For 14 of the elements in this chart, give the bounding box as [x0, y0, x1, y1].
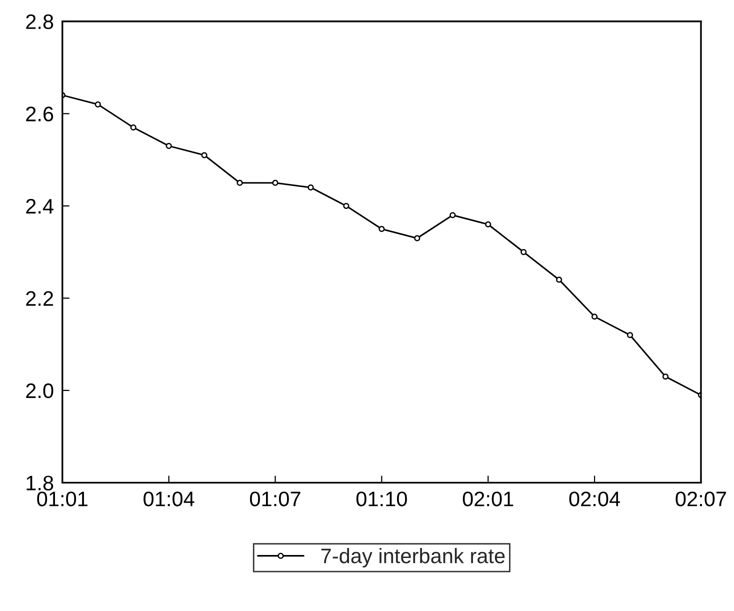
- legend-label: 7-day interbank rate: [321, 548, 505, 568]
- y-tick-label: 2.8: [26, 14, 54, 30]
- x-tick-label: 02:01: [462, 492, 514, 506]
- y-tick-label: 2.2: [26, 291, 54, 306]
- x-tick-label: 01:04: [144, 492, 194, 506]
- y-tick-label: 2.0: [26, 383, 54, 398]
- y-tick-label: 1.8: [26, 476, 54, 490]
- y-tick-label: 2.6: [26, 106, 54, 122]
- x-tick-label: 01:07: [250, 492, 300, 506]
- x-tick-label: 02:04: [569, 492, 620, 506]
- x-tick-label: 01:10: [356, 492, 407, 506]
- x-tick-label: 01:01: [37, 492, 88, 506]
- y-tick-label: 2.4: [26, 198, 54, 214]
- x-tick-label: 02:07: [676, 492, 726, 506]
